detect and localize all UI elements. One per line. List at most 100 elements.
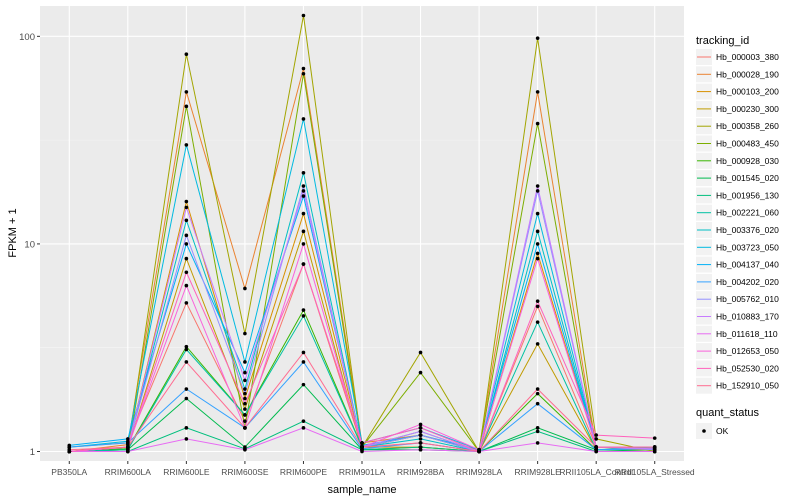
data-point [243, 391, 247, 396]
data-point [243, 370, 247, 375]
legend-label: Hb_000928_030 [716, 156, 779, 166]
y-axis-ticks: 1 10 100 [19, 32, 40, 458]
data-point [652, 445, 657, 449]
data-point [535, 387, 540, 391]
x-tick-label: RRIM928LE [514, 467, 561, 477]
data-point [243, 426, 247, 430]
data-point [126, 445, 130, 449]
data-point [301, 308, 306, 312]
data-point [184, 233, 189, 238]
data-point [243, 407, 247, 411]
data-point [184, 270, 189, 275]
data-point [301, 262, 306, 266]
y-tick-label: 100 [19, 32, 35, 43]
data-point [301, 184, 306, 188]
data-point [301, 189, 306, 193]
data-point [535, 251, 540, 256]
x-tick-label: RRIM600LA [105, 467, 152, 477]
data-point [184, 242, 189, 246]
data-point [535, 189, 540, 193]
data-point [184, 256, 189, 261]
x-tick-label: RRIM600SE [221, 467, 269, 477]
data-point [535, 426, 540, 430]
data-point [184, 90, 189, 94]
data-point [594, 433, 598, 437]
data-point [301, 426, 306, 430]
data-point [243, 331, 247, 336]
data-point [301, 419, 306, 423]
y-tick-label: 10 [24, 239, 35, 250]
y-tick-label: 1 [30, 447, 35, 458]
data-point [184, 143, 189, 147]
data-point [418, 350, 423, 355]
data-point [535, 441, 540, 445]
data-point [535, 299, 540, 303]
x-tick-label: PB350LA [51, 467, 87, 477]
data-point [67, 445, 72, 449]
data-point [360, 445, 364, 449]
legend-label: Hb_000230_300 [716, 104, 779, 114]
data-point [535, 429, 540, 434]
data-point [418, 433, 423, 437]
x-tick-label: RRII105LA_Control [559, 467, 633, 477]
x-axis-title: sample_name [327, 484, 396, 496]
data-point [184, 104, 189, 109]
legend-label: Hb_152910_050 [716, 381, 779, 391]
legend-label: Hb_012653_050 [716, 346, 779, 356]
legend-label: Hb_000003_380 [716, 52, 779, 62]
data-point [594, 449, 598, 454]
data-point [126, 449, 130, 454]
data-point [535, 342, 540, 346]
data-point [418, 422, 423, 427]
data-point [301, 242, 306, 246]
data-point [184, 360, 189, 364]
data-point [301, 211, 306, 216]
data-point [535, 184, 540, 188]
data-point [243, 378, 247, 383]
legend2-title: quant_status [696, 407, 759, 419]
data-point [301, 66, 306, 71]
data-point [535, 229, 540, 234]
x-tick-label: RRIM928BA [397, 467, 445, 477]
data-point [243, 413, 247, 417]
legend2-key-point [702, 429, 706, 433]
legend-label: Hb_004202_020 [716, 277, 779, 287]
data-point [418, 426, 423, 430]
legend-tracking-id: Hb_000003_380 Hb_000028_190 Hb_000103_200 H… [696, 49, 779, 394]
data-point [301, 314, 306, 318]
data-point [243, 387, 247, 391]
data-point [184, 344, 189, 349]
x-tick-label: RRIM901LA [339, 467, 386, 477]
data-point [184, 52, 189, 57]
legend-label: Hb_001956_130 [716, 190, 779, 200]
data-point [301, 13, 306, 18]
data-point [243, 360, 247, 364]
data-point [535, 320, 540, 324]
data-point [535, 211, 540, 216]
data-point [67, 447, 72, 452]
data-point [184, 426, 189, 430]
data-point [184, 396, 189, 401]
x-axis-ticks: PB350LA RRIM600LA RRIM600LE RRIM600SE RRIM60… [51, 461, 695, 477]
data-point [652, 436, 657, 440]
data-point [594, 437, 598, 441]
data-point [301, 117, 306, 121]
legend2-label: OK [716, 426, 729, 436]
data-point [301, 229, 306, 234]
data-point [535, 256, 540, 261]
legend-label: Hb_003723_050 [716, 242, 779, 252]
data-point [535, 304, 540, 309]
legend-label: Hb_004137_040 [716, 260, 779, 270]
legend-label: Hb_005762_010 [716, 294, 779, 304]
data-point [652, 449, 657, 454]
legend-quant-status: OK [696, 423, 729, 439]
legend-title: tracking_id [696, 35, 749, 47]
x-tick-label: RRII105LA_Stressed [615, 467, 695, 477]
data-point [301, 360, 306, 364]
data-point [184, 437, 189, 441]
x-tick-label: RRIM600LE [163, 467, 210, 477]
data-point [243, 401, 247, 406]
data-point [535, 121, 540, 126]
data-point [243, 447, 247, 452]
